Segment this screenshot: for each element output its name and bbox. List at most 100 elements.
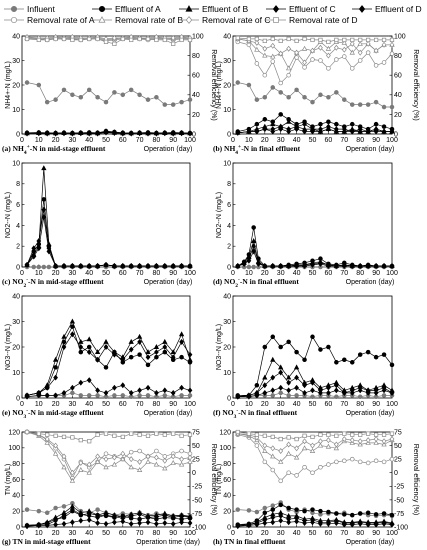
x-tick-label: 80 bbox=[356, 530, 364, 537]
data-point bbox=[171, 41, 176, 46]
data-point bbox=[187, 130, 193, 137]
y2-tick-label: 20 bbox=[394, 112, 402, 119]
data-point bbox=[78, 459, 84, 466]
data-point bbox=[278, 390, 283, 396]
x-tick-label: 80 bbox=[356, 270, 364, 277]
data-point bbox=[187, 393, 193, 398]
data-point bbox=[170, 102, 176, 107]
data-point bbox=[137, 338, 142, 345]
data-point bbox=[285, 65, 292, 71]
x-tick-label: 60 bbox=[119, 137, 127, 144]
data-point bbox=[358, 37, 363, 43]
panel-caption: (c) NO2--N in mid-stage effluent bbox=[2, 277, 104, 289]
y2-tick-label: 60 bbox=[192, 73, 200, 80]
data-point bbox=[136, 333, 143, 339]
x-tick-label: 70 bbox=[340, 401, 348, 408]
series-line bbox=[26, 325, 191, 396]
data-point bbox=[70, 331, 75, 338]
x-tick-label: 80 bbox=[356, 137, 364, 144]
y-tick-label: 10 bbox=[12, 160, 20, 167]
data-point bbox=[333, 441, 339, 448]
data-point bbox=[179, 384, 184, 391]
data-point bbox=[366, 37, 371, 43]
data-point bbox=[270, 507, 276, 512]
series-removal-rate-of-a bbox=[24, 429, 193, 481]
x-tick-label: 10 bbox=[35, 530, 43, 537]
data-point bbox=[128, 87, 134, 93]
y2-tick-label: 25 bbox=[192, 457, 200, 464]
panel-7: 0 10 20 30 40 50 60 70 80 90 100 0 20 40 60 80 100 120 -10… bbox=[2, 429, 217, 546]
x-tick-label: 50 bbox=[309, 270, 317, 277]
data-point bbox=[179, 99, 184, 105]
panel-caption: (g) TN in mid-stage effluent bbox=[2, 537, 91, 546]
data-point bbox=[86, 377, 92, 384]
panel-8: 0 10 20 30 40 50 60 70 80 90 100 0 20 40 60 80 100 120 -10… bbox=[213, 429, 419, 546]
x-tick-label: 20 bbox=[52, 270, 60, 277]
panel-caption: (a) NH4+-N in mid-stage effluent bbox=[2, 144, 106, 156]
series-effluent-of-d bbox=[235, 517, 395, 530]
data-point bbox=[145, 362, 151, 368]
x-axis-label: Operation (day) bbox=[346, 539, 395, 546]
panel-caption: (h) TN in final effluent bbox=[213, 537, 286, 546]
y-tick-label: 10 bbox=[223, 107, 231, 114]
caption-rest: -N in final effluent bbox=[240, 277, 299, 286]
data-point bbox=[373, 436, 379, 443]
data-point bbox=[310, 394, 315, 399]
y-tick-label: 40 bbox=[223, 293, 231, 300]
data-point bbox=[179, 448, 184, 454]
y2-tick-label: 80 bbox=[192, 53, 200, 60]
y-tick-label: 30 bbox=[223, 58, 231, 65]
y2-tick-label: 0 bbox=[394, 470, 398, 477]
data-point bbox=[137, 393, 142, 398]
data-point bbox=[70, 435, 75, 440]
data-point bbox=[389, 51, 395, 56]
series-influent bbox=[235, 80, 395, 110]
x-tick-label: 0 bbox=[231, 530, 235, 537]
data-point bbox=[24, 523, 30, 530]
data-point bbox=[246, 128, 252, 135]
data-point bbox=[24, 130, 30, 136]
legend-item: Removal rate of A bbox=[4, 15, 95, 25]
data-point bbox=[246, 508, 252, 513]
data-point bbox=[310, 470, 315, 475]
legend-item: Removal rate of B bbox=[92, 15, 183, 25]
data-point bbox=[78, 511, 84, 518]
data-point bbox=[334, 37, 339, 43]
data-point bbox=[53, 442, 58, 449]
data-point bbox=[389, 456, 395, 462]
data-point bbox=[31, 253, 37, 260]
series-effluent-of-b bbox=[235, 118, 395, 135]
data-point bbox=[317, 442, 324, 448]
data-point bbox=[294, 518, 299, 525]
y-tick-label: 20 bbox=[223, 344, 231, 351]
data-point bbox=[318, 389, 323, 396]
data-point bbox=[341, 521, 347, 528]
data-point bbox=[41, 197, 47, 202]
data-point bbox=[86, 393, 92, 398]
data-point bbox=[78, 438, 83, 443]
data-point bbox=[162, 454, 168, 459]
x-tick-label: 0 bbox=[231, 137, 235, 144]
data-point bbox=[246, 257, 252, 264]
data-point bbox=[318, 121, 323, 127]
data-point bbox=[112, 351, 117, 358]
data-point bbox=[86, 344, 92, 350]
data-point bbox=[103, 389, 109, 396]
y2-tick-label: -50 bbox=[192, 497, 202, 504]
data-point bbox=[286, 339, 291, 345]
data-point bbox=[45, 432, 50, 437]
x-tick-label: 0 bbox=[231, 270, 235, 277]
data-point bbox=[44, 130, 50, 136]
x-tick-label: 20 bbox=[261, 530, 269, 537]
data-point bbox=[381, 393, 387, 398]
x-tick-label: 10 bbox=[35, 401, 43, 408]
data-point bbox=[365, 128, 371, 135]
data-point bbox=[137, 36, 142, 42]
x-tick-label: 70 bbox=[136, 137, 144, 144]
y-tick-label: 4 bbox=[227, 223, 231, 230]
data-point bbox=[246, 82, 252, 88]
data-point bbox=[31, 245, 37, 252]
data-point bbox=[262, 389, 268, 396]
data-point bbox=[103, 464, 109, 470]
